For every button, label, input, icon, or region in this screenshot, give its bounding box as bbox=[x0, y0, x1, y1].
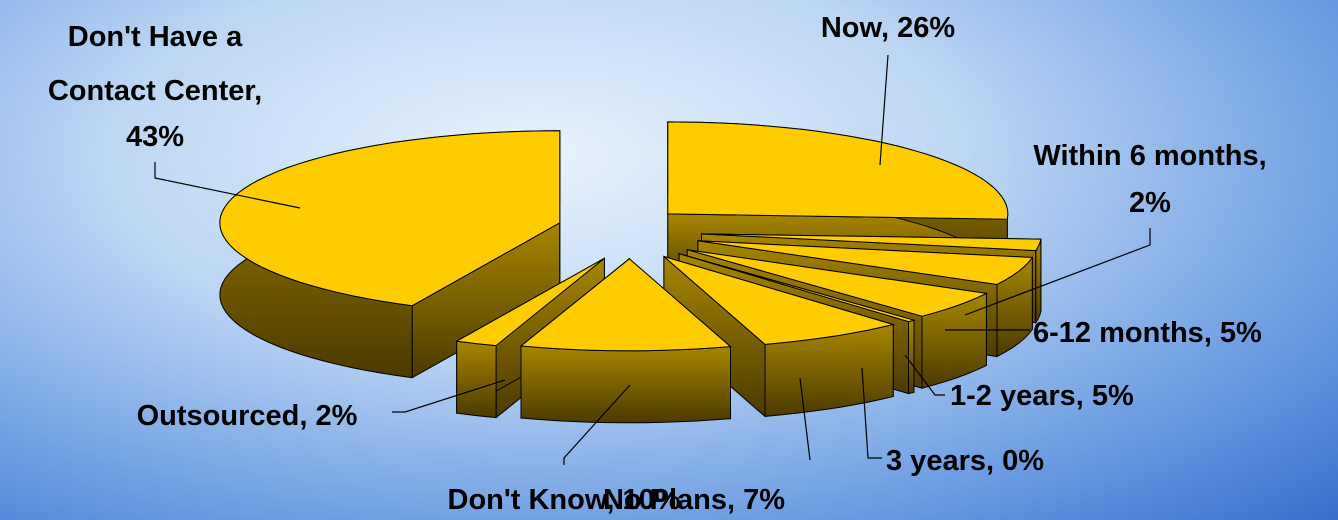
leader-lines bbox=[154, 54, 1151, 465]
leader-line bbox=[154, 162, 301, 209]
slice-top bbox=[687, 249, 989, 317]
slice-label: Don't Have a bbox=[68, 21, 243, 53]
slice-top bbox=[663, 256, 896, 345]
pie-slices bbox=[219, 121, 1042, 424]
slice-top bbox=[701, 233, 1042, 252]
slice-wall bbox=[1035, 238, 1042, 325]
pie-slice bbox=[519, 257, 732, 424]
leader-line bbox=[964, 228, 1151, 316]
slice-top bbox=[455, 257, 605, 347]
slice-label: 1-2 years, 5% bbox=[950, 380, 1134, 412]
slice-top bbox=[519, 258, 732, 352]
slice-top bbox=[678, 253, 916, 323]
slice-label: Now, 26% bbox=[821, 12, 956, 44]
slice-wall bbox=[456, 340, 497, 419]
leader-line bbox=[879, 54, 889, 166]
leader-line bbox=[904, 354, 945, 396]
leader-line bbox=[563, 384, 631, 465]
slice-label: Within 6 months, bbox=[1033, 140, 1266, 172]
slice-label: Contact Center, bbox=[48, 75, 262, 107]
leader-line bbox=[861, 367, 882, 459]
leader-line bbox=[799, 377, 811, 461]
slice-label: Outsourced, 2% bbox=[137, 400, 358, 432]
pie-slice bbox=[219, 130, 561, 379]
slice-label: 3 years, 0% bbox=[886, 445, 1044, 477]
data-labels: Now, 26% Within 6 months, 2% 6-12 months, 5… bbox=[48, 12, 1267, 516]
slice-label: 6-12 months, 5% bbox=[1033, 317, 1262, 349]
pie-slice bbox=[663, 255, 896, 418]
slice-top bbox=[697, 240, 1034, 286]
slice-top bbox=[667, 121, 1009, 220]
slice-wall bbox=[908, 319, 915, 395]
slice-label: 2% bbox=[1129, 187, 1171, 219]
slice-label: No Plans, 7% bbox=[603, 484, 785, 516]
slice-top bbox=[219, 130, 561, 307]
leader-line bbox=[392, 379, 506, 413]
slice-label: 43% bbox=[126, 121, 184, 153]
slice-label: Don't Know, 10% bbox=[448, 484, 681, 516]
slice-wall bbox=[520, 345, 731, 424]
